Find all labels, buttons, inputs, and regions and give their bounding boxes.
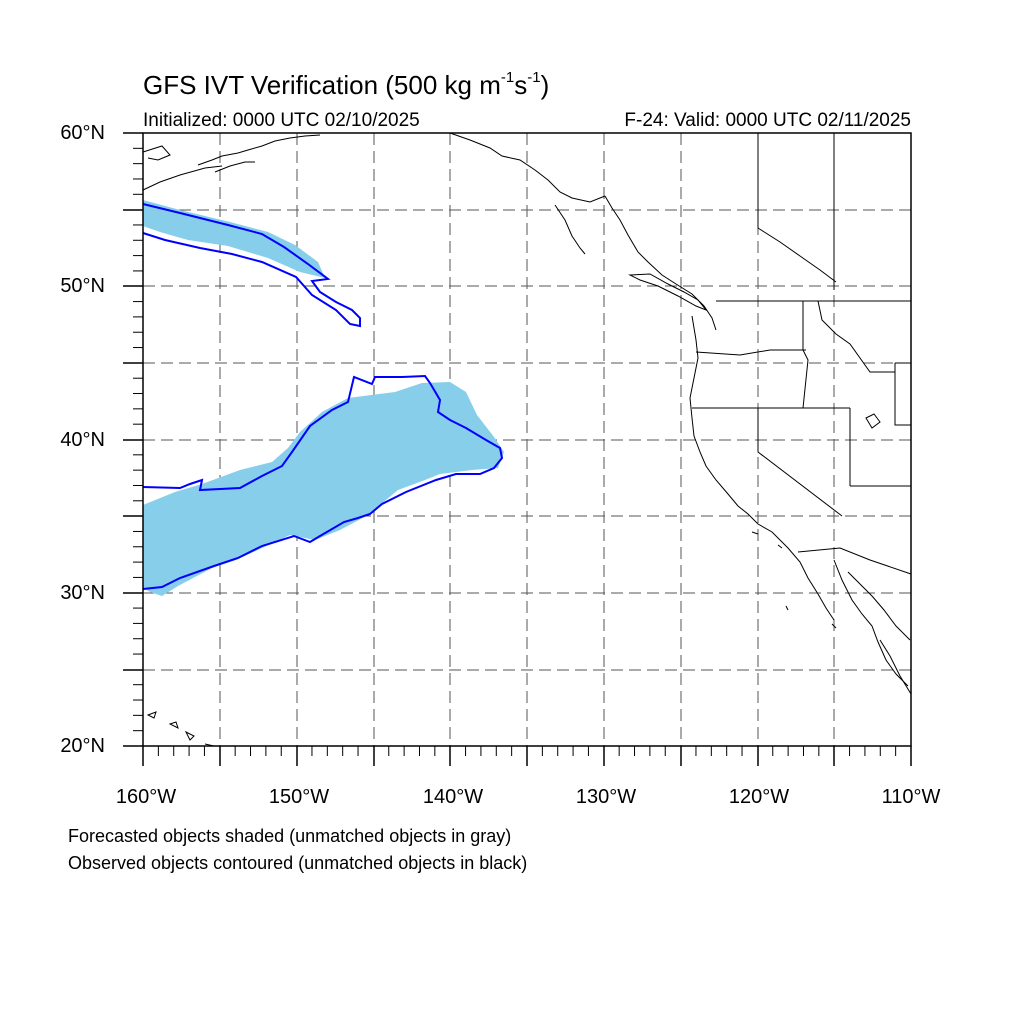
initialized-label: Initialized: 0000 UTC 02/10/2025 [143, 110, 420, 131]
alaska-peninsula-coast [142, 145, 171, 161]
observed-legend-note: Observed objects contoured (unmatched ob… [68, 853, 528, 873]
bc-islands-coast [554, 204, 586, 255]
gulf-of-california-coast [847, 571, 911, 641]
channel-islands [751, 531, 789, 611]
forecast-legend-note: Forecasted objects shaded (unmatched obj… [68, 826, 512, 846]
lat-label-30n: 30°N [60, 582, 105, 604]
alaska-coast [197, 134, 321, 166]
valid-time-label: F-24: Valid: 0000 UTC 02/11/2025 [624, 110, 911, 131]
washington-oregon-border [695, 349, 806, 356]
montana-wyoming-border [894, 362, 911, 426]
baja-coast [833, 559, 909, 687]
rocky-mountain-coast-lines [757, 227, 837, 283]
alaska-coast-east [449, 132, 606, 203]
vancouver-island-coast [628, 273, 708, 312]
page-title: GFS IVT Verification (500 kg m-1s-1) [143, 69, 550, 100]
sea-of-cortez-islands [831, 623, 837, 629]
state-boundaries [692, 133, 912, 575]
observed-contour-north [142, 203, 361, 328]
lat-label-50n: 50°N [60, 275, 105, 297]
kodiak-coast [214, 161, 255, 173]
observed-objects [142, 203, 504, 590]
lat-label-60n: 60°N [60, 122, 105, 144]
forecast-object-south [143, 382, 504, 596]
mexico-mainland-coast [879, 639, 912, 695]
us-mexico-border [797, 547, 912, 575]
lon-label-130w: 130°W [575, 786, 637, 808]
lat-label-40n: 40°N [60, 429, 105, 451]
great-salt-lake [865, 413, 881, 429]
lon-label-140w: 140°W [422, 786, 484, 808]
lon-label-120w: 120°W [728, 786, 790, 808]
observed-contour-south [142, 374, 504, 590]
canada-inner-border [757, 133, 835, 290]
lon-label-150w: 150°W [268, 786, 330, 808]
bc-mainland-coast [604, 195, 717, 331]
idaho-border [802, 301, 809, 409]
coastlines [142, 132, 912, 747]
lon-label-160w: 160°W [115, 786, 177, 808]
lon-label-110w: 110°W [881, 786, 941, 808]
forecast-object-north [143, 200, 325, 278]
hawaii-islands [146, 711, 215, 747]
west-coast-us [689, 315, 835, 621]
california-nevada-border [757, 408, 843, 517]
minor-ticks [133, 147, 897, 756]
lat-label-20n: 20°N [60, 735, 105, 757]
graticule [143, 133, 911, 746]
idaho-east-border [817, 300, 895, 373]
alaska-peninsula-coast-2 [142, 165, 223, 191]
forecast-objects [143, 200, 504, 596]
major-ticks [123, 132, 912, 766]
